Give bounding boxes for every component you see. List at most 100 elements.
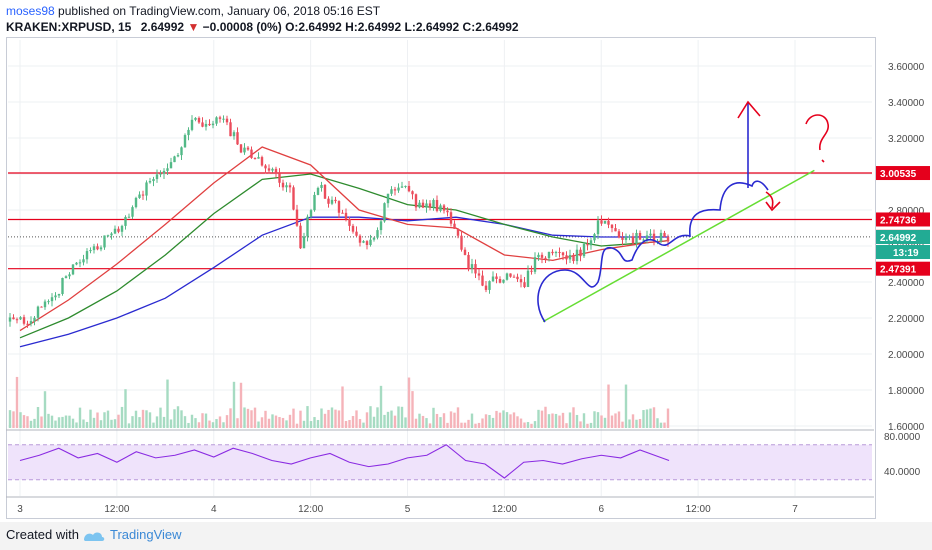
candle-body [323, 184, 327, 199]
volume-bar [330, 407, 334, 428]
candle-body [551, 251, 554, 254]
candle-body [222, 118, 225, 120]
volume-bar [148, 412, 152, 428]
candle-body [166, 168, 169, 171]
volume-bar [243, 407, 246, 428]
volume-bar [652, 407, 656, 428]
candle-body [596, 220, 600, 235]
y-tick-label: 3.40000 [888, 98, 925, 109]
candle-body [544, 257, 547, 259]
volume-bar [257, 421, 260, 428]
volume-bar [509, 414, 512, 428]
volume-bar [481, 418, 484, 428]
candle-body [12, 317, 15, 320]
time-axis[interactable]: 3 12:00 4 12:00 5 12:00 6 12:00 7 [17, 504, 798, 515]
volume-bar [152, 422, 155, 428]
candle-body [397, 187, 400, 191]
level-label-box [876, 166, 930, 181]
volume-bar [103, 412, 106, 428]
tradingview-brand[interactable]: TradingView [110, 527, 182, 542]
volume-bar [40, 416, 43, 428]
volume-bar [463, 422, 467, 428]
candle-body [407, 185, 411, 192]
candle-body [208, 123, 211, 126]
volume-bar [253, 407, 257, 428]
volume-bar [134, 410, 138, 428]
volume-bar [477, 422, 481, 428]
volume-bar [596, 412, 600, 428]
candle-body [642, 239, 645, 241]
username-link[interactable]: moses98 [6, 4, 55, 18]
volume-bar [460, 422, 463, 428]
volume-bar [204, 413, 208, 428]
candle-body [481, 275, 484, 286]
volume-bar [341, 386, 344, 428]
volume-bar [162, 416, 166, 428]
candle-body [463, 249, 467, 255]
candle-body [337, 201, 341, 213]
rsi-axis[interactable]: 80.0000 40.0000 [884, 432, 921, 478]
volume-bar [642, 410, 645, 428]
volume-bar [92, 417, 96, 428]
candle-body [600, 220, 603, 224]
volume-bar [323, 413, 327, 428]
volume-bar [232, 381, 236, 428]
level-label: 2.74736 [880, 215, 917, 226]
candle-body [33, 317, 36, 322]
candle-body [547, 251, 551, 259]
candle-body [432, 199, 435, 208]
volume-bar [271, 414, 274, 428]
x-tick-label: 5 [405, 504, 411, 515]
hand-drawings [537, 100, 829, 323]
volume-bar [603, 417, 607, 428]
candle-body [558, 251, 561, 253]
candle-body [267, 168, 271, 171]
volume-bar [26, 416, 29, 428]
volume-bar [582, 413, 586, 428]
y-tick-label: 2.80000 [888, 206, 925, 217]
volume-bar [656, 418, 659, 428]
volume-bar [260, 417, 264, 428]
ma-blue-line [19, 216, 670, 348]
volume-bar [19, 412, 22, 428]
candle-body [243, 147, 246, 153]
volume-bar [183, 416, 187, 428]
candle-body [635, 232, 638, 244]
volume-bar [491, 417, 495, 428]
volume-bar [547, 414, 551, 428]
candle-body [638, 232, 642, 240]
published-text: published on TradingView.com, January 06… [58, 4, 381, 18]
chart-frame [6, 37, 876, 519]
candle-body [215, 117, 218, 124]
change-arrow-icon: ▼ [187, 20, 200, 34]
candle-body [124, 216, 127, 226]
volume-bar [22, 415, 26, 428]
candle-body [15, 319, 19, 321]
volume-bar [488, 415, 491, 428]
candle-body [155, 174, 159, 180]
ma-green-line [19, 173, 670, 339]
volume-bar [316, 419, 320, 428]
volume-bar [337, 410, 341, 428]
volume-bar [537, 409, 540, 428]
volume-bar [309, 421, 313, 428]
countdown-label: 13:19 [893, 248, 919, 259]
down-arrow-icon [765, 191, 781, 212]
symbol-header: KRAKEN:XRPUSD, 15 2.64992 ▼ −0.00008 (0%… [6, 20, 519, 34]
candle-body [162, 170, 166, 174]
volume-bar [8, 410, 12, 428]
candle-body [330, 199, 334, 204]
candle-body [512, 276, 516, 278]
candle-body [201, 122, 204, 127]
volume-bar [145, 410, 148, 428]
tradingview-logo-icon[interactable] [82, 528, 106, 544]
volume-bar [600, 415, 603, 428]
candle-body [652, 233, 656, 243]
volume-bar [421, 415, 425, 428]
candle-body [565, 255, 568, 260]
horizontal-levels[interactable] [8, 172, 872, 270]
candle-body [302, 236, 306, 249]
ohlc-values: O:2.64992 H:2.64992 L:2.64992 C:2.64992 [285, 20, 519, 34]
x-tick-label: 12:00 [104, 504, 129, 515]
